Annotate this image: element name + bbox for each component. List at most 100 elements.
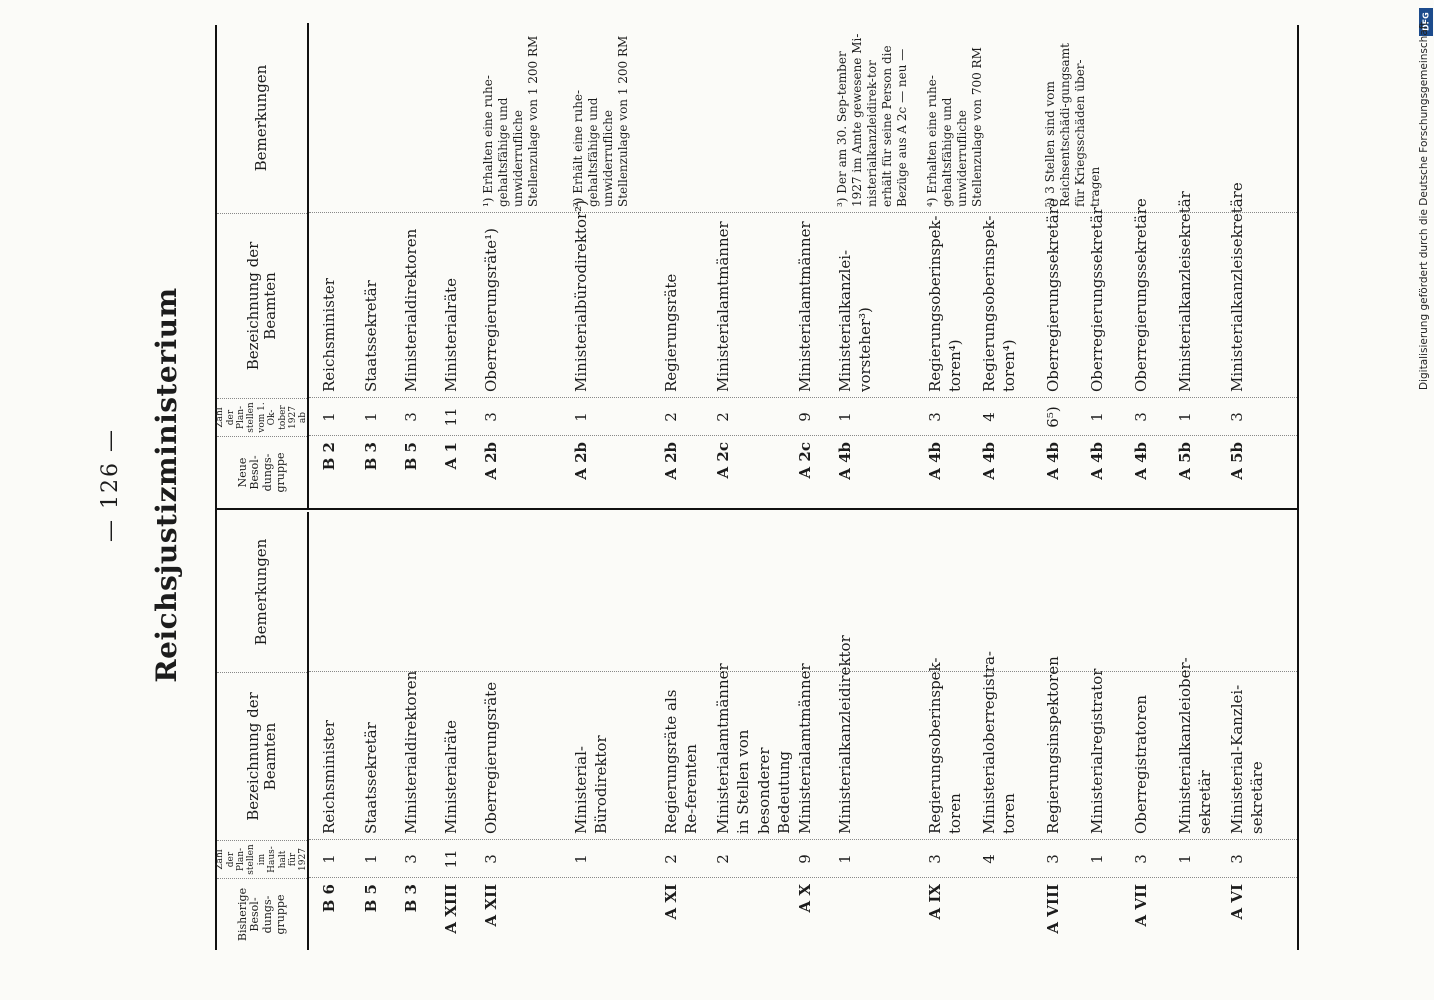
table-row: A 4b 1 Oberregierungssekretär — [1087, 23, 1107, 508]
designation-cell: Ministerialkanzleidirektor — [836, 635, 854, 834]
grade-cell: B 3 — [402, 884, 420, 913]
table-row: A VIII 3 Regierungsinspektoren — [1043, 512, 1063, 950]
header-old-group: Bisherige Besol-dungs-gruppe — [217, 878, 307, 950]
count-cell: 1 — [320, 854, 338, 864]
grade-cell — [571, 878, 612, 950]
table-row: A 5b 3 Ministerialkanzleisekretäre — [1227, 23, 1247, 508]
grade-cell: A X — [796, 884, 814, 913]
count-cell: 1 — [572, 854, 590, 864]
remark-cell: ¹) Erhalten eine ruhe-gehaltsfähige und … — [481, 35, 540, 207]
header-count-1927: Zahl der Plan-stellen im Haus-halt für 1… — [215, 840, 308, 878]
count-cell: 1 — [362, 854, 380, 864]
count-cell: 1 — [1176, 412, 1194, 422]
grade-cell: A 2b — [572, 442, 590, 480]
count-cell: 3 — [1228, 412, 1246, 422]
grade-cell — [1087, 878, 1107, 950]
count-cell: 4 — [980, 854, 998, 864]
table-row: A 2b 2 Regierungsräte — [661, 23, 681, 508]
designation-cell: Ministerialamtmänner in Stellen von beso… — [714, 663, 793, 834]
designation-cell: Oberregierungsräte¹) — [482, 228, 500, 392]
count-cell: 3 — [1132, 854, 1150, 864]
remark-cell — [795, 23, 815, 213]
designation-cell: Staatssekretär — [362, 722, 380, 834]
table-header-left: Bisherige Besol-dungs-gruppe Zahl der Pl… — [215, 512, 309, 950]
count-cell: 3 — [1228, 854, 1246, 864]
table-row: A 1 11 Ministerialräte — [441, 23, 461, 508]
table-body-left: B 6 1 Reichsminister B 5 1 Staatssekretär B 3 3… — [309, 512, 1297, 950]
designation-cell: Ministerialkanzlei-vorsteher³) — [836, 249, 875, 392]
count-cell: 1 — [320, 412, 338, 422]
count-cell: 4 — [980, 412, 998, 422]
count-cell: 3 — [1132, 412, 1150, 422]
designation-cell: Oberregierungsräte — [482, 681, 500, 834]
remark-cell: ⁴) Erhalten eine ruhe-gehaltsfähige und … — [925, 47, 984, 207]
header-count-new: Zahl der Plan-stellen vom 1. Ok-tober 19… — [215, 398, 308, 436]
grade-cell: B 3 — [362, 442, 380, 471]
designation-cell: Ministerial-Kanzlei-sekretäre — [1228, 684, 1267, 834]
table-body-right: B 2 1 Reichsminister B 3 1 Staatssekretär B 5 3… — [309, 23, 1297, 508]
table-row: A VI 3 Ministerial-Kanzlei-sekretäre — [1227, 512, 1268, 950]
designation-cell: Oberregistratoren — [1132, 695, 1150, 834]
remark-cell — [361, 23, 381, 213]
designation-cell: Staatssekretär — [362, 280, 380, 392]
table-row: B 5 3 Ministerialdirektoren — [401, 23, 421, 508]
table-header-right: Neue Besol-dungs-gruppe Zahl der Plan-st… — [215, 23, 309, 508]
table-row: B 5 1 Staatssekretär — [361, 512, 381, 950]
table-row: B 2 1 Reichsminister — [319, 23, 339, 508]
designation-cell: Ministerialoberregistra-toren — [980, 651, 1019, 834]
grade-cell: A VI — [1228, 884, 1246, 920]
designation-cell: Oberregierungssekretär — [1088, 207, 1106, 392]
count-cell: 11 — [442, 849, 460, 869]
designation-cell: Ministerialdirektoren — [402, 670, 420, 834]
grade-cell: B 2 — [320, 442, 338, 471]
grade-cell — [979, 878, 1020, 950]
count-cell: 1 — [572, 412, 590, 422]
header-remarks-right: Bemerkungen — [252, 64, 271, 172]
grade-cell: A VIII — [1044, 884, 1062, 934]
table-row: A VII 3 Oberregistratoren — [1131, 512, 1151, 950]
count-cell: 11 — [442, 407, 460, 427]
header-remarks-left: Bemerkungen — [252, 538, 271, 646]
table-row: A 2c 9 Ministerialamtmänner — [795, 23, 815, 508]
table-row: A XIII 11 Ministerialräte — [441, 512, 461, 950]
grade-cell: B 6 — [320, 884, 338, 913]
count-cell: 3 — [482, 412, 500, 422]
grade-cell: A 4b — [1132, 442, 1150, 480]
designation-cell: Ministerial-Bürodirektor — [572, 735, 611, 834]
remark-cell — [319, 23, 339, 213]
designation-cell: Regierungsoberinspek-toren — [926, 657, 965, 834]
grade-cell: B 5 — [362, 884, 380, 913]
table-row: 2 Ministerialamtmänner in Stellen von bes… — [713, 512, 794, 950]
table-row: A 4b 4 Regierungsoberinspek-toren⁴) — [979, 23, 1020, 508]
header-designation-left: Bezeichnung der Beamten — [217, 672, 307, 840]
table-row: 4 Ministerialoberregistra-toren — [979, 512, 1020, 950]
count-cell: 1 — [836, 412, 854, 422]
designation-cell: Ministerialamtmänner — [796, 221, 814, 392]
count-cell: 9 — [796, 412, 814, 422]
page-title: Reichsjustizministerium — [150, 287, 183, 683]
grade-cell — [835, 878, 855, 950]
table-row: 1 Ministerialkanzleiober-sekretär — [1175, 512, 1216, 950]
grade-cell: A 4b — [980, 442, 998, 480]
designation-cell: Ministerialkanzleisekretär — [1176, 191, 1194, 392]
table-row: A X 9 Ministerialamtmänner — [795, 512, 815, 950]
grade-cell: A XI — [662, 884, 680, 920]
grade-cell — [1175, 878, 1216, 950]
designation-cell: Oberregierungssekretäre — [1132, 198, 1150, 392]
table-row: A 2c 2 Ministerialamtmänner — [713, 23, 733, 508]
grade-cell: A 2c — [714, 442, 732, 479]
grade-cell: A 5b — [1176, 442, 1194, 480]
count-cell: 3 — [1044, 854, 1062, 864]
grade-cell: A XIII — [442, 884, 460, 934]
table-row: A XII 3 Oberregierungsräte — [481, 512, 501, 950]
remark-cell — [1131, 23, 1151, 213]
table-row: A 4b 1 Ministerialkanzlei-vorsteher³) ³) De… — [835, 23, 910, 508]
table-row: A 4b 3 Regierungsoberinspek-toren⁴) ⁴) Erha… — [925, 23, 985, 508]
table-row: A 4b 3 Oberregierungssekretäre — [1131, 23, 1151, 508]
count-cell: 2 — [662, 412, 680, 422]
table-row: 1 Ministerialregistrator — [1087, 512, 1107, 950]
grade-cell: A 2b — [662, 442, 680, 480]
grade-cell: A 2c — [796, 442, 814, 479]
table-row: A IX 3 Regierungsoberinspek-toren — [925, 512, 966, 950]
grade-cell: A IX — [926, 884, 944, 920]
